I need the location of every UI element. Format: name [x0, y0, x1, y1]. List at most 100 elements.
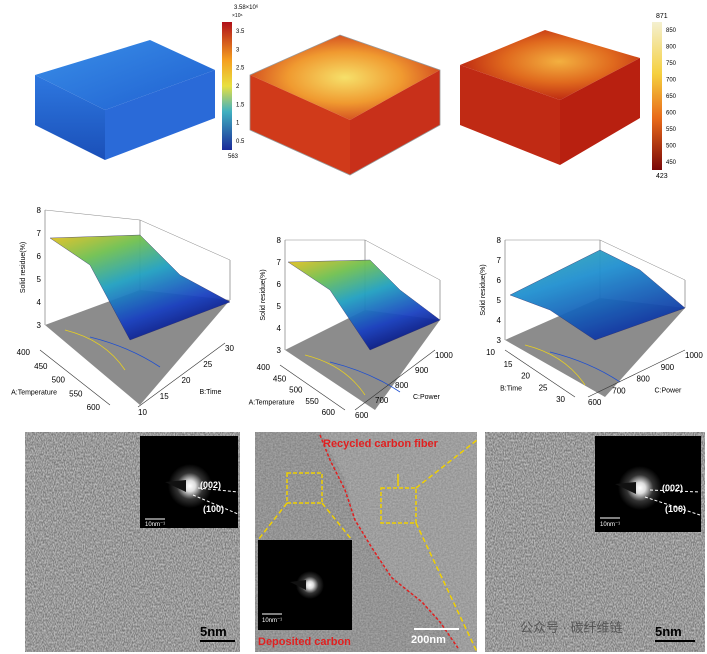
colorbar-tick: 800: [666, 45, 677, 51]
left-tick-label: 30: [556, 395, 565, 404]
axis: [279, 364, 346, 411]
colorbar-min: 563: [228, 154, 239, 160]
block-right: [460, 30, 640, 165]
z-tick-label: 8: [497, 236, 502, 245]
z-tick-label: 5: [497, 296, 502, 305]
colorbar-tick: 0.5: [236, 139, 245, 145]
colorbar-left: [222, 22, 232, 150]
peak-label: (100): [665, 504, 686, 514]
contour: [64, 329, 126, 371]
right-tick-label: 25: [203, 360, 212, 369]
colorbar-right: [652, 22, 662, 170]
colorbar-tick: 3: [236, 47, 240, 53]
peak-label: (100): [203, 504, 224, 514]
surface: [287, 259, 441, 351]
surface-plot: 3 4 5 6 7 8 Solid residue(%) 10 15 20 25 30 600 700 80…: [480, 236, 703, 407]
right-tick-label: 800: [637, 375, 651, 384]
region-label: Deposited carbon: [258, 636, 351, 648]
colorbar-tick: 1: [236, 121, 240, 127]
z-tick-label: 7: [497, 256, 502, 265]
block-middle: [249, 34, 441, 176]
left-axis-label: B:Time: [500, 386, 522, 393]
left-tick-label: 500: [289, 386, 303, 395]
colorbar-tick: 500: [666, 143, 677, 149]
axis: [354, 349, 436, 411]
right-tick-label: 600: [588, 398, 602, 407]
colorbar-tick: 600: [666, 110, 677, 116]
left-tick-label: 25: [539, 383, 548, 392]
left-tick-label: 20: [521, 372, 530, 381]
left-tick-label: 450: [34, 362, 48, 371]
right-tick-label: 900: [415, 366, 429, 375]
peak-label: (002): [662, 483, 683, 493]
colorbar-tick: 2: [236, 84, 240, 90]
axis: [137, 342, 226, 408]
z-tick-label: 6: [37, 252, 42, 261]
colorbar-tick: 2.5: [236, 66, 245, 72]
watermark: 公众号 · 碳纤维链: [520, 620, 623, 635]
right-tick-label: 30: [225, 344, 234, 353]
left-axis-label: A:Temperature: [249, 400, 295, 407]
z-tick-label: 7: [37, 229, 42, 238]
colorbar-tick: 3.5: [236, 29, 245, 35]
contour: [549, 351, 621, 383]
left-tick-label: 400: [17, 348, 31, 357]
z-tick-label: 3: [277, 346, 282, 355]
axis: [39, 349, 111, 406]
right-tick-label: 900: [661, 363, 675, 372]
left-tick-label: 600: [322, 408, 336, 417]
z-tick-label: 4: [37, 298, 42, 307]
z-tick-label: 3: [497, 336, 502, 345]
axis: [504, 349, 576, 398]
inset-scale: 10nm⁻¹: [262, 618, 282, 624]
inset-scale: 10nm⁻¹: [145, 522, 165, 528]
right-tick-label: 800: [395, 381, 409, 390]
left-tick-label: 15: [504, 360, 513, 369]
right-tick-label: 15: [160, 392, 169, 401]
colorbar-tick: 1.5: [236, 102, 245, 108]
colorbar-tick: 450: [666, 160, 677, 166]
region-label: Recycled carbon fiber: [323, 438, 439, 450]
right-tick-label: 1000: [435, 351, 453, 360]
contour: [524, 344, 586, 386]
colorbar-tick: 750: [666, 61, 677, 67]
scale-label: 200nm: [411, 634, 446, 646]
surface: [49, 234, 231, 341]
colorbar-tick: 550: [666, 127, 677, 133]
colorbar-max: 3.58×10⁶: [234, 4, 259, 11]
axis: [587, 349, 686, 398]
z-tick-label: 8: [277, 236, 282, 245]
colorbar-tick: 700: [666, 78, 677, 84]
frame: [139, 219, 231, 261]
contour: [304, 354, 366, 396]
tem-left: (002) (100) 10nm⁻¹ 5nm: [25, 432, 240, 652]
z-tick-label: 4: [277, 324, 282, 333]
frame: [364, 239, 441, 281]
frame: [44, 209, 141, 221]
right-tick-label: 700: [612, 386, 626, 395]
z-tick-label: 3: [37, 321, 42, 330]
colorbar-tick: 650: [666, 94, 677, 100]
right-tick-label: 10: [138, 408, 147, 417]
z-tick-label: 5: [37, 275, 42, 284]
right-axis-label: C:Power: [413, 394, 441, 401]
z-tick-label: 7: [277, 258, 282, 267]
z-tick-label: 6: [497, 276, 502, 285]
right-axis-label: B:Time: [200, 389, 222, 396]
left-tick-label: 550: [69, 389, 83, 398]
scale-label: 5nm: [655, 624, 682, 639]
z-tick-label: 6: [277, 280, 282, 289]
tem-right: (002) (100) 10nm⁻¹ 5nm: [485, 432, 705, 652]
inset-scale: 10nm⁻¹: [600, 522, 620, 528]
colorbar-tick: 850: [666, 28, 677, 34]
z-tick-label: 8: [37, 206, 42, 215]
z-tick-label: 4: [497, 316, 502, 325]
colorbar-unit: ×10⁶: [232, 13, 243, 19]
surface: [509, 249, 686, 341]
tem-middle: 10nm⁻¹ Recycled carbon fiber Deposited c…: [255, 432, 478, 653]
right-tick-label: 700: [375, 396, 389, 405]
left-tick-label: 550: [305, 397, 319, 406]
